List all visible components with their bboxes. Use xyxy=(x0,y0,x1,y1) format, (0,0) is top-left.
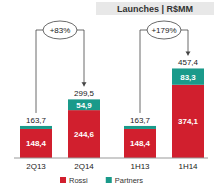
category-label: 2Q14 xyxy=(74,162,94,171)
bar-segment xyxy=(124,126,156,129)
category-label: 2Q13 xyxy=(26,162,46,171)
bracket xyxy=(36,30,84,113)
legend-swatch xyxy=(60,177,66,183)
data-label: 54,9 xyxy=(76,101,92,110)
annotation: +83% xyxy=(50,26,71,35)
arrow-head xyxy=(186,51,191,55)
x-axis xyxy=(14,158,208,159)
bar-segment xyxy=(68,99,100,110)
bar-segment xyxy=(172,85,204,158)
arrow-head xyxy=(82,82,87,86)
data-label: 374,1 xyxy=(178,117,199,126)
data-label: 148,4 xyxy=(26,139,47,148)
total-label: 163,7 xyxy=(130,116,151,125)
category-label: 1H13 xyxy=(130,162,150,171)
legend-label: Partners xyxy=(115,176,144,185)
legend-swatch xyxy=(106,177,112,183)
bar-segment xyxy=(20,126,52,129)
bar-segment xyxy=(124,129,156,158)
total-label: 299,5 xyxy=(74,89,95,98)
data-label: 148,4 xyxy=(130,139,151,148)
title: Launches | R$MM xyxy=(117,4,193,14)
title-bar xyxy=(96,2,214,15)
category-label: 1H14 xyxy=(178,162,198,171)
bar-segment xyxy=(20,129,52,158)
bar-segment xyxy=(172,68,204,84)
annotation-bubble xyxy=(43,21,77,39)
bars xyxy=(20,68,204,158)
annotation-bubble xyxy=(147,21,181,39)
bar-segment xyxy=(68,110,100,158)
legend-label: Rossi xyxy=(69,176,88,185)
annotation: +179% xyxy=(151,26,176,35)
bracket xyxy=(140,30,188,113)
chart: Launches | R$MM 148,4 163,7 2Q13 244,6 54,9 29… xyxy=(0,0,214,189)
total-label: 163,7 xyxy=(26,116,47,125)
data-label: 83,3 xyxy=(180,73,196,82)
total-label: 457,4 xyxy=(178,58,199,67)
data-label: 244,6 xyxy=(74,130,95,139)
